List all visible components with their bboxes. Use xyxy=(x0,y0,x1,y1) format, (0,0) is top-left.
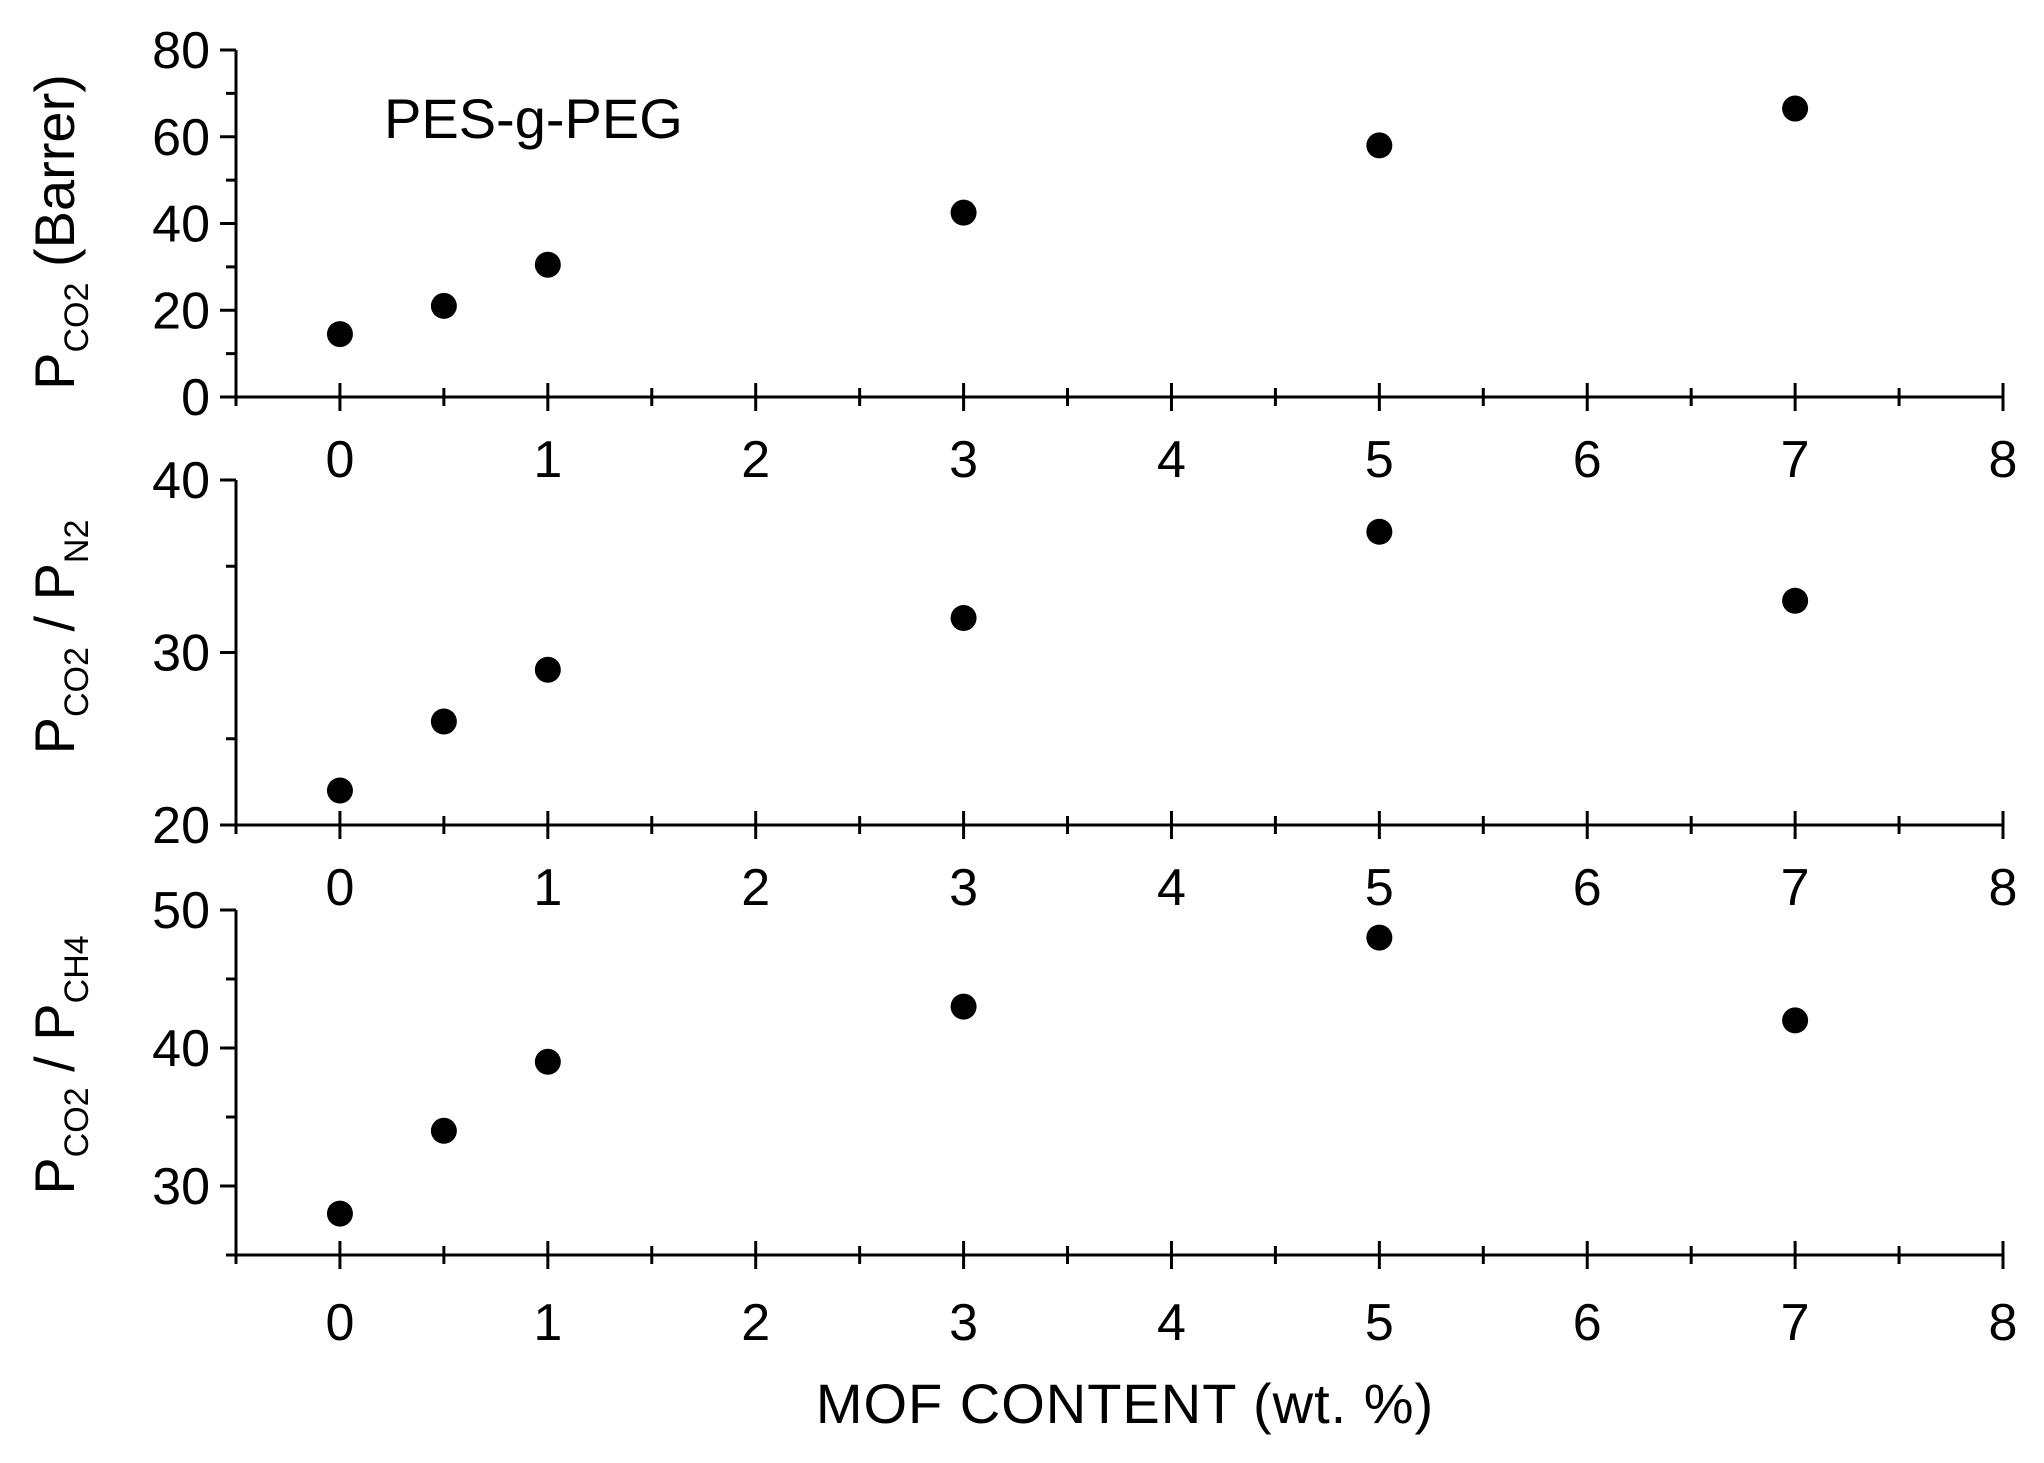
x-tick-label: 1 xyxy=(533,859,562,917)
data-points xyxy=(326,518,1809,804)
ylabel-sub2: CH4 xyxy=(58,935,96,1003)
y-tick-label: 50 xyxy=(152,882,210,940)
xlabel: MOF CONTENT (wt. %) xyxy=(816,1372,1434,1435)
data-point xyxy=(326,321,353,348)
axes xyxy=(234,910,2003,1257)
x-tick-label: 3 xyxy=(949,859,978,917)
x-tick-label: 2 xyxy=(741,859,770,917)
ylabel-main: P xyxy=(23,1157,86,1194)
ylabel-sub: CO2 xyxy=(58,647,96,717)
x-tick-label: 7 xyxy=(1781,859,1810,917)
ticks xyxy=(220,478,2005,839)
data-point xyxy=(950,605,977,631)
y-tick-label: 20 xyxy=(152,797,210,855)
ylabel-rest: (Barrer) xyxy=(23,74,86,282)
x-tick-label: 4 xyxy=(1157,431,1186,489)
x-tick-label: 5 xyxy=(1365,1294,1394,1352)
x-tick-label: 3 xyxy=(949,431,978,489)
x-tick-label: 6 xyxy=(1573,1294,1602,1352)
x-tick-label: 2 xyxy=(741,431,770,489)
x-tick-label: 6 xyxy=(1573,431,1602,489)
ylabel: PCO2 (Barrer) xyxy=(23,74,96,390)
data-points xyxy=(326,924,1809,1227)
y-tick-label: 40 xyxy=(152,452,210,510)
y-tick-label: 0 xyxy=(181,369,210,427)
ylabel: PCO2 / PCH4 xyxy=(23,935,96,1194)
x-tick-label: 1 xyxy=(533,431,562,489)
data-point xyxy=(1782,95,1809,122)
ylabel: PCO2 / PN2 xyxy=(23,520,96,755)
panel-annotation: PES-g-PEG xyxy=(384,87,683,150)
y-tick-label: 40 xyxy=(152,196,210,254)
x-tick-label: 0 xyxy=(325,859,354,917)
x-tick-label: 7 xyxy=(1781,431,1810,489)
y-tick-label: 40 xyxy=(152,1020,210,1078)
x-tick-label: 0 xyxy=(325,431,354,489)
x-tick-label: 7 xyxy=(1781,1294,1810,1352)
ylabel-rest: / P xyxy=(23,1003,86,1087)
axes xyxy=(234,480,2003,827)
data-point xyxy=(430,292,457,319)
x-tick-label: 5 xyxy=(1365,859,1394,917)
data-point xyxy=(950,199,977,226)
x-tick-label: 4 xyxy=(1157,859,1186,917)
ylabel-sub2: N2 xyxy=(58,520,96,563)
ticks xyxy=(220,48,2005,411)
y-tick-label: 80 xyxy=(152,22,210,80)
data-point xyxy=(534,656,561,683)
data-point xyxy=(534,251,561,278)
data-point xyxy=(950,993,977,1020)
tick-labels: 0 1 2 3 4 5 6 7 8 20 30 40 xyxy=(152,452,2017,917)
ticks xyxy=(220,908,2005,1269)
x-tick-label: 8 xyxy=(1989,431,2018,489)
ylabel-main: P xyxy=(23,717,86,754)
tick-labels: 0 1 2 3 4 5 6 7 8 30 40 50 xyxy=(152,882,2017,1352)
ylabel-sub: CO2 xyxy=(58,1087,96,1157)
x-tick-label: 4 xyxy=(1157,1294,1186,1352)
data-point xyxy=(1366,132,1393,159)
x-tick-label: 8 xyxy=(1989,859,2018,917)
data-point xyxy=(1366,518,1393,545)
x-tick-label: 5 xyxy=(1365,431,1394,489)
panel-co2-n2-selectivity: 0 1 2 3 4 5 6 7 8 20 30 40 PCO2 / PN2 xyxy=(23,452,2017,917)
data-point xyxy=(1366,924,1393,951)
panel-co2-ch4-selectivity: 0 1 2 3 4 5 6 7 8 30 40 50 PCO2 / PCH4 MOF CONTENT … xyxy=(23,882,2017,1435)
y-tick-label: 20 xyxy=(152,282,210,340)
data-point xyxy=(326,1200,353,1227)
data-point xyxy=(430,708,457,735)
y-tick-label: 30 xyxy=(152,625,210,683)
x-tick-label: 2 xyxy=(741,1294,770,1352)
x-tick-label: 1 xyxy=(533,1294,562,1352)
ylabel-rest: / P xyxy=(23,563,86,647)
x-tick-label: 8 xyxy=(1989,1294,2018,1352)
y-tick-label: 60 xyxy=(152,109,210,167)
ylabel-sub: CO2 xyxy=(58,283,96,353)
ylabel-main: P xyxy=(23,353,86,390)
data-point xyxy=(1782,587,1809,614)
x-tick-label: 3 xyxy=(949,1294,978,1352)
data-point xyxy=(430,1117,457,1144)
data-point xyxy=(1782,1007,1809,1034)
x-tick-label: 0 xyxy=(325,1294,354,1352)
data-points xyxy=(326,95,1809,348)
x-tick-label: 6 xyxy=(1573,859,1602,917)
y-tick-label: 30 xyxy=(152,1158,210,1216)
data-point xyxy=(326,777,353,804)
data-point xyxy=(534,1048,561,1075)
